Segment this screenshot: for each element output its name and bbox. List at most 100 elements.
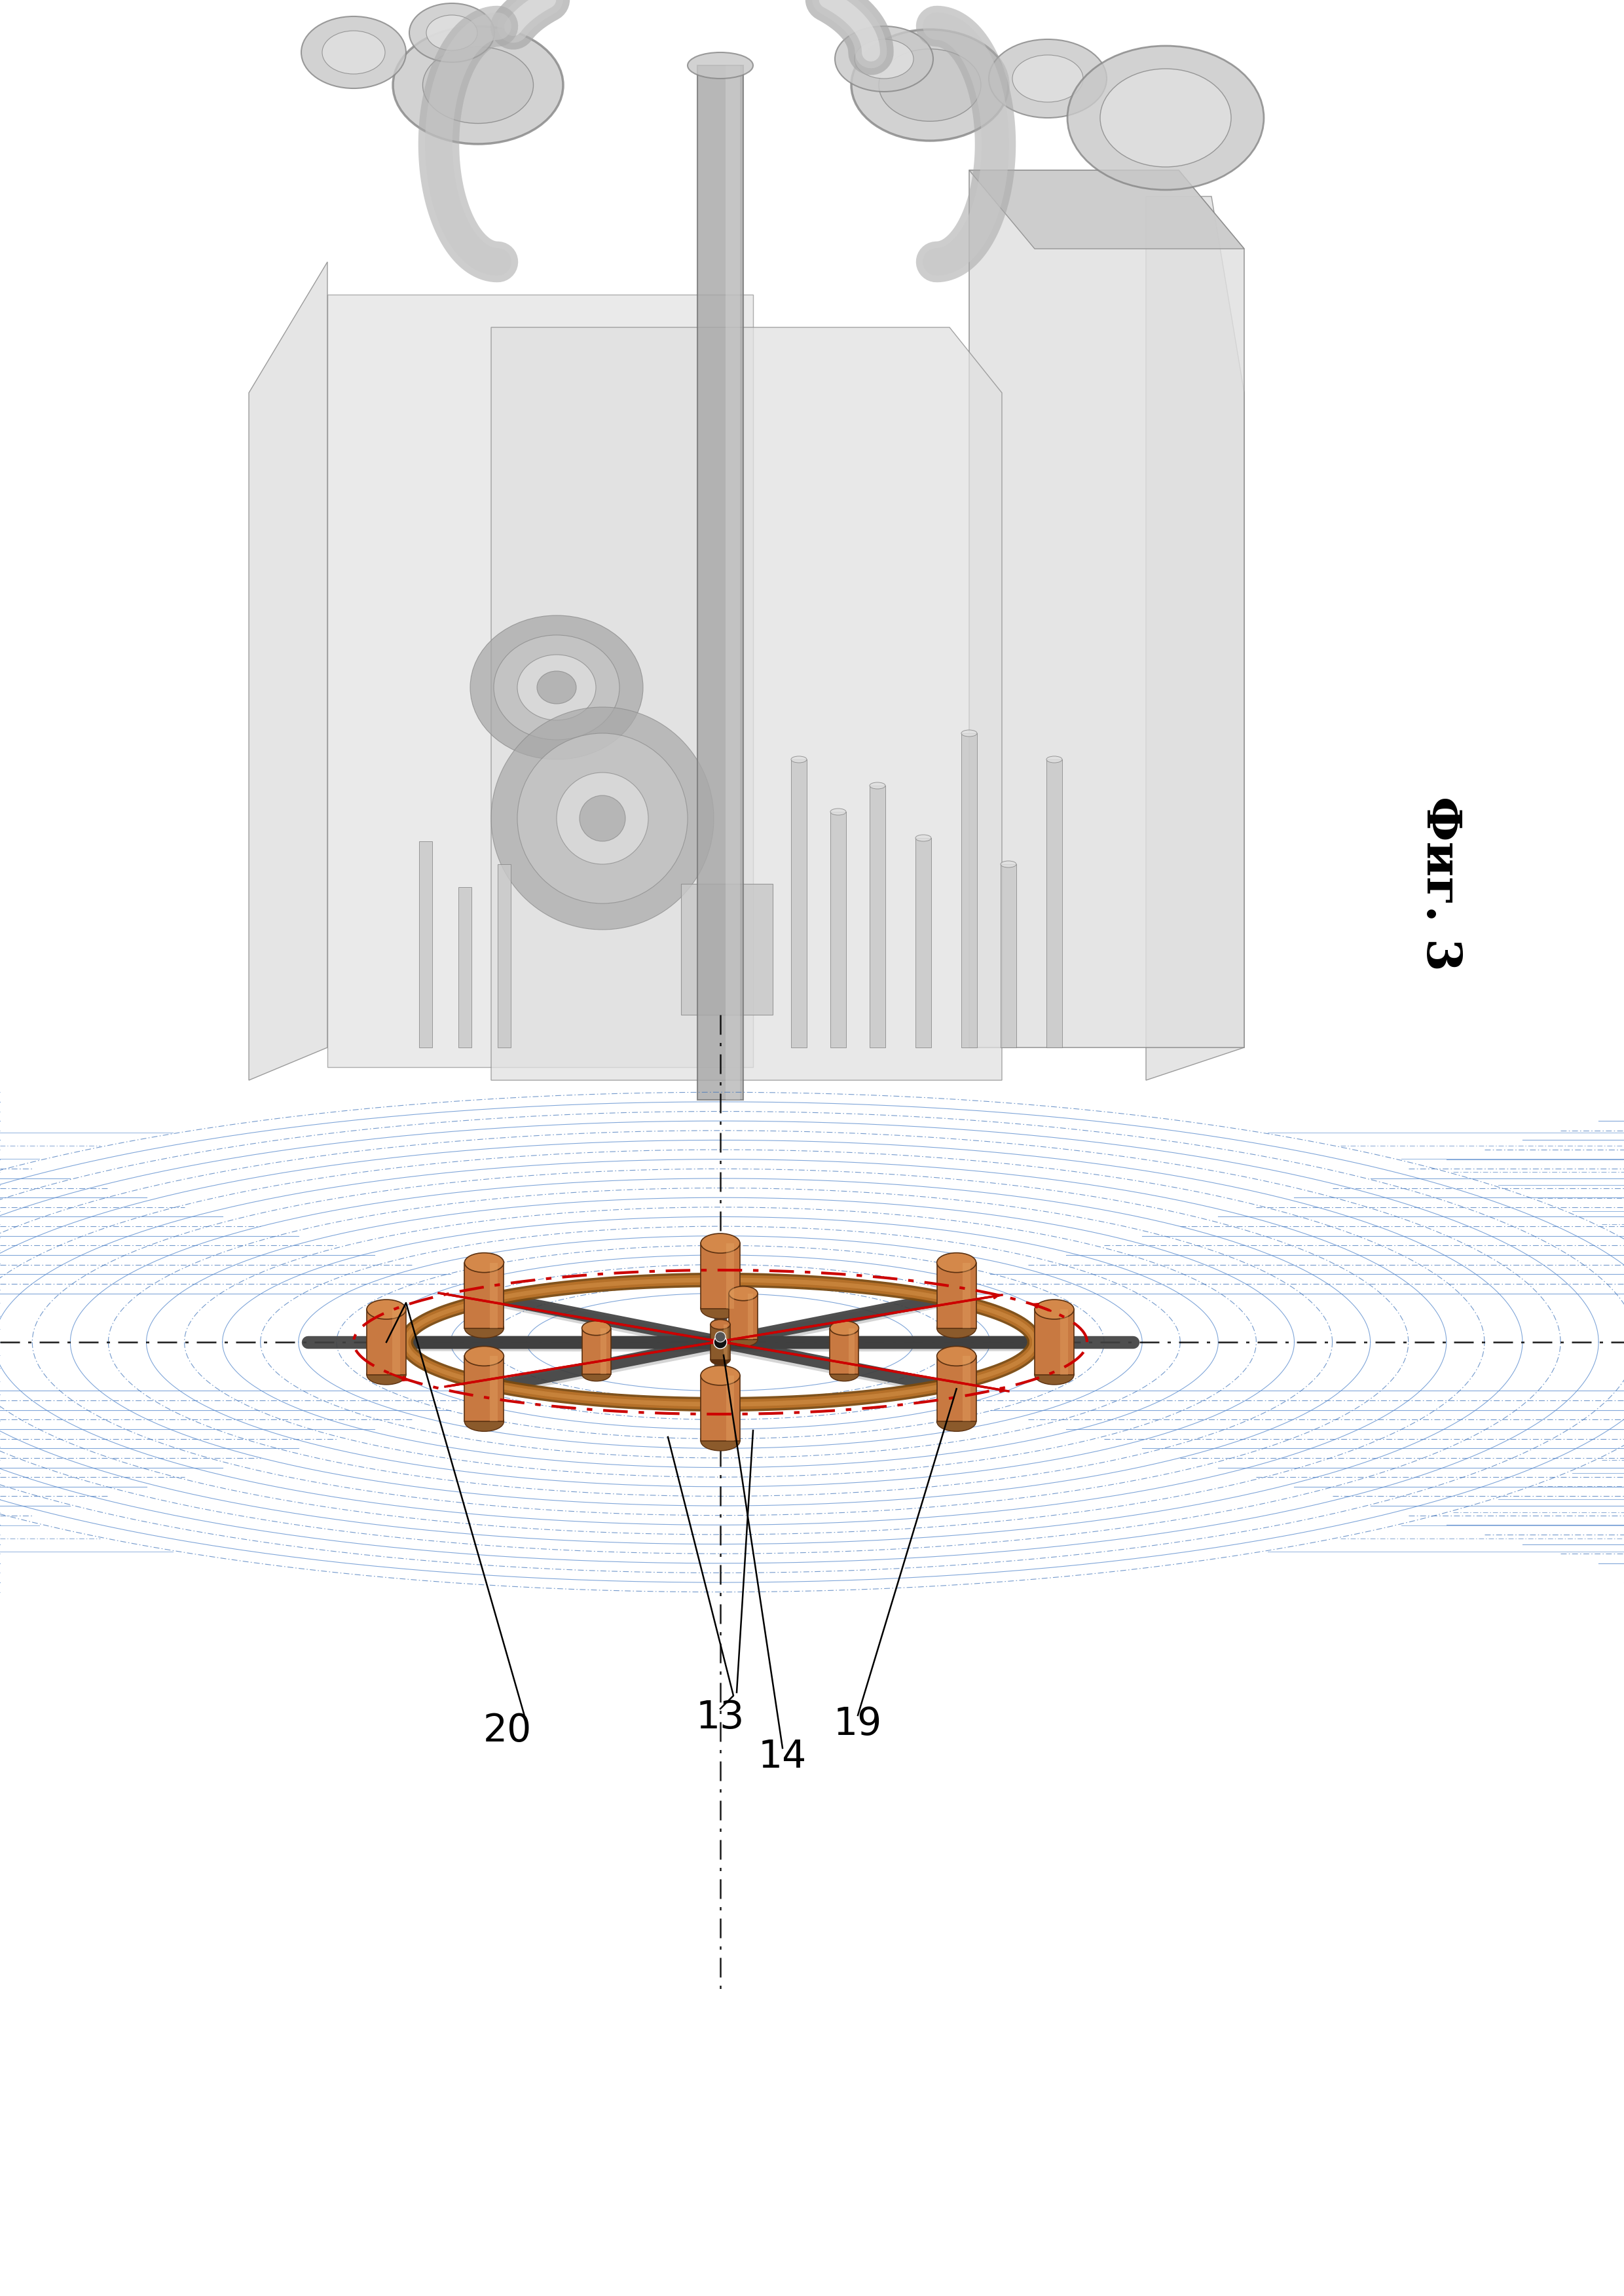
Circle shape	[557, 771, 648, 863]
Ellipse shape	[471, 615, 643, 760]
Ellipse shape	[1099, 69, 1231, 168]
Ellipse shape	[300, 16, 406, 87]
Ellipse shape	[937, 1345, 976, 1366]
Polygon shape	[963, 1263, 970, 1327]
Ellipse shape	[409, 2, 494, 62]
Polygon shape	[601, 1327, 606, 1373]
Text: 19: 19	[833, 1706, 882, 1743]
Polygon shape	[869, 785, 885, 1047]
Polygon shape	[581, 1327, 611, 1373]
Ellipse shape	[700, 1366, 741, 1384]
Ellipse shape	[422, 46, 533, 124]
Ellipse shape	[494, 636, 619, 739]
Polygon shape	[328, 294, 754, 1068]
Polygon shape	[830, 1327, 859, 1373]
Polygon shape	[961, 732, 978, 1047]
Polygon shape	[680, 884, 773, 1015]
Ellipse shape	[367, 1366, 406, 1384]
Ellipse shape	[937, 1412, 976, 1430]
Polygon shape	[497, 863, 512, 1047]
Ellipse shape	[1046, 755, 1062, 762]
Polygon shape	[700, 1375, 741, 1442]
Ellipse shape	[1034, 1300, 1073, 1320]
Ellipse shape	[464, 1254, 503, 1272]
Circle shape	[715, 1332, 726, 1343]
Ellipse shape	[830, 1320, 859, 1336]
Polygon shape	[747, 1293, 754, 1339]
Ellipse shape	[1067, 46, 1263, 191]
Ellipse shape	[687, 53, 754, 78]
Ellipse shape	[830, 1366, 859, 1382]
Ellipse shape	[581, 1320, 611, 1336]
Ellipse shape	[393, 25, 564, 145]
Ellipse shape	[464, 1318, 503, 1339]
Polygon shape	[726, 1375, 734, 1442]
Polygon shape	[700, 1244, 741, 1309]
Ellipse shape	[989, 39, 1106, 117]
Polygon shape	[458, 886, 471, 1047]
Polygon shape	[1046, 760, 1062, 1047]
Ellipse shape	[700, 1300, 741, 1318]
Text: 13: 13	[697, 1699, 745, 1736]
Polygon shape	[937, 1357, 976, 1421]
Circle shape	[490, 707, 715, 930]
Polygon shape	[464, 1263, 503, 1327]
Polygon shape	[791, 760, 807, 1047]
Polygon shape	[490, 1357, 499, 1421]
Ellipse shape	[879, 48, 981, 122]
Ellipse shape	[961, 730, 978, 737]
Ellipse shape	[830, 808, 846, 815]
Ellipse shape	[1012, 55, 1083, 101]
Ellipse shape	[729, 1286, 758, 1300]
Ellipse shape	[700, 1430, 741, 1451]
Ellipse shape	[581, 1366, 611, 1382]
Ellipse shape	[916, 836, 931, 840]
Ellipse shape	[854, 39, 913, 78]
Polygon shape	[1000, 863, 1017, 1047]
Ellipse shape	[937, 1318, 976, 1339]
Ellipse shape	[700, 1233, 741, 1254]
Ellipse shape	[367, 1300, 406, 1320]
Polygon shape	[726, 67, 741, 1100]
Circle shape	[715, 1336, 728, 1348]
Polygon shape	[729, 1293, 758, 1339]
Text: 20: 20	[484, 1713, 531, 1750]
Ellipse shape	[464, 1412, 503, 1430]
Ellipse shape	[538, 670, 577, 705]
Ellipse shape	[1034, 1366, 1073, 1384]
Polygon shape	[367, 1309, 406, 1375]
Polygon shape	[697, 67, 744, 1100]
Ellipse shape	[425, 16, 477, 51]
Polygon shape	[970, 170, 1244, 248]
Text: Фиг. 3: Фиг. 3	[1418, 797, 1463, 971]
Ellipse shape	[322, 30, 385, 73]
Polygon shape	[963, 1357, 970, 1421]
Ellipse shape	[729, 1332, 758, 1345]
Ellipse shape	[869, 783, 885, 790]
Ellipse shape	[518, 654, 596, 721]
Ellipse shape	[711, 1320, 731, 1329]
Polygon shape	[849, 1327, 854, 1373]
Polygon shape	[1034, 1309, 1073, 1375]
Polygon shape	[248, 262, 328, 1079]
Polygon shape	[490, 1263, 499, 1327]
Ellipse shape	[1000, 861, 1017, 868]
Polygon shape	[916, 838, 931, 1047]
Polygon shape	[723, 1325, 728, 1359]
Polygon shape	[726, 1244, 734, 1309]
Polygon shape	[1060, 1309, 1069, 1375]
Ellipse shape	[937, 1254, 976, 1272]
Polygon shape	[393, 1309, 400, 1375]
Ellipse shape	[711, 1355, 731, 1364]
Polygon shape	[830, 813, 846, 1047]
Ellipse shape	[851, 30, 1009, 140]
Circle shape	[518, 732, 687, 902]
Ellipse shape	[835, 25, 934, 92]
Ellipse shape	[791, 755, 807, 762]
Polygon shape	[711, 1325, 731, 1359]
Ellipse shape	[464, 1345, 503, 1366]
Polygon shape	[419, 840, 432, 1047]
Polygon shape	[490, 328, 1002, 1079]
Polygon shape	[937, 1263, 976, 1327]
Polygon shape	[1147, 197, 1244, 1079]
